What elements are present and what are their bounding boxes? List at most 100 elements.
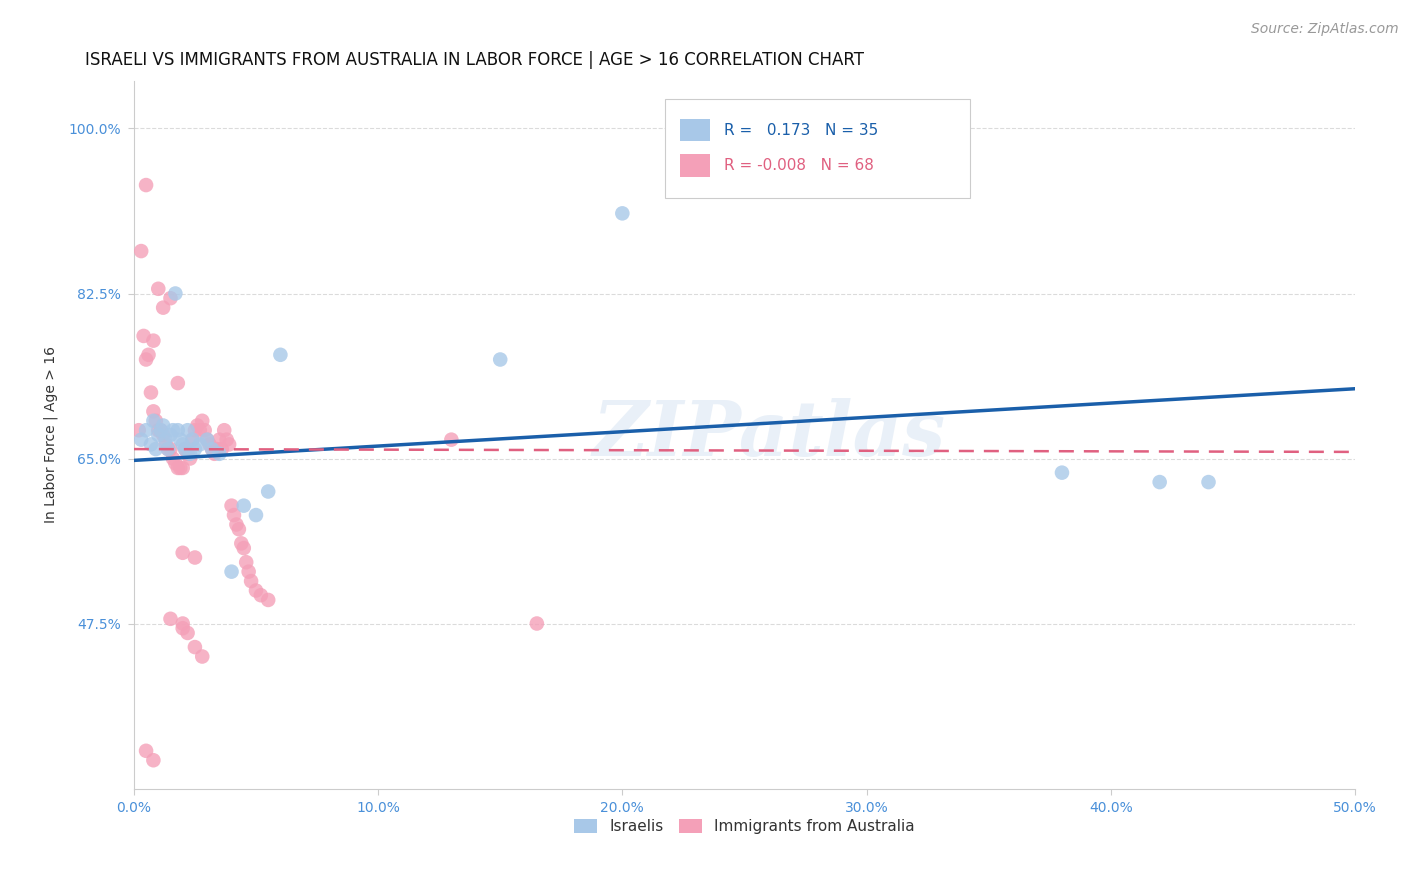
Point [208, 447, 231, 461]
Point [231, 536, 253, 550]
Point [159, 428, 181, 442]
Text: R = -0.008   N = 68: R = -0.008 N = 68 [724, 158, 873, 173]
Point [128, 423, 150, 437]
Point [176, 626, 198, 640]
Point [176, 423, 198, 437]
Point [135, 423, 157, 437]
FancyBboxPatch shape [679, 154, 710, 177]
Point [208, 433, 231, 447]
Point [129, 244, 152, 258]
Point [174, 442, 197, 456]
Point [155, 437, 177, 451]
Point [157, 442, 180, 456]
Point [221, 499, 243, 513]
Point [166, 423, 188, 437]
Point [194, 423, 217, 437]
Point [172, 546, 194, 560]
Point [225, 517, 247, 532]
Point [152, 428, 174, 442]
Point [232, 499, 254, 513]
Point [172, 461, 194, 475]
Point [169, 433, 191, 447]
Point [174, 442, 197, 456]
Point [186, 418, 208, 433]
Point [184, 442, 207, 456]
Point [269, 348, 291, 362]
Point [145, 414, 167, 428]
Point [149, 423, 172, 437]
Point [201, 442, 224, 456]
Point [240, 574, 263, 588]
Point [195, 433, 218, 447]
Point [184, 423, 207, 437]
Point [222, 508, 245, 522]
Point [159, 442, 181, 456]
Point [162, 423, 184, 437]
Point [212, 423, 235, 437]
Point [1198, 475, 1220, 489]
Point [1149, 475, 1171, 489]
Point [172, 616, 194, 631]
Point [1050, 466, 1073, 480]
Point [148, 423, 170, 437]
Point [257, 484, 280, 499]
Point [149, 423, 172, 437]
Point [179, 447, 201, 461]
Point [152, 418, 174, 433]
FancyBboxPatch shape [679, 119, 710, 142]
Point [132, 329, 155, 343]
Point [191, 649, 214, 664]
Point [142, 404, 165, 418]
Text: Source: ZipAtlas.com: Source: ZipAtlas.com [1251, 22, 1399, 37]
Point [201, 442, 224, 456]
Point [135, 352, 157, 367]
Text: ISRAELI VS IMMIGRANTS FROM AUSTRALIA IN LABOR FORCE | AGE > 16 CORRELATION CHART: ISRAELI VS IMMIGRANTS FROM AUSTRALIA IN … [84, 51, 865, 69]
Point [526, 616, 548, 631]
Point [148, 282, 170, 296]
Text: ZIPatlas: ZIPatlas [592, 398, 945, 472]
Y-axis label: In Labor Force | Age > 16: In Labor Force | Age > 16 [44, 346, 58, 524]
Text: R =   0.173   N = 35: R = 0.173 N = 35 [724, 122, 877, 137]
Legend: Israelis, Immigrants from Australia: Israelis, Immigrants from Australia [574, 819, 915, 834]
Point [129, 433, 152, 447]
Point [169, 461, 191, 475]
Point [142, 414, 165, 428]
Point [250, 588, 273, 602]
Point [172, 621, 194, 635]
Point [184, 550, 207, 565]
Point [179, 451, 201, 466]
Point [235, 555, 257, 569]
Point [211, 442, 233, 456]
Point [204, 447, 226, 461]
Point [166, 461, 188, 475]
Point [232, 541, 254, 555]
Point [155, 433, 177, 447]
Point [159, 291, 181, 305]
Point [440, 433, 463, 447]
Point [221, 565, 243, 579]
Point [184, 640, 207, 654]
Point [218, 437, 240, 451]
Point [188, 423, 211, 437]
Point [172, 437, 194, 451]
Point [238, 565, 260, 579]
Point [142, 753, 165, 767]
Point [191, 414, 214, 428]
Point [166, 376, 188, 390]
Point [159, 612, 181, 626]
Point [152, 301, 174, 315]
Point [176, 447, 198, 461]
Point [257, 593, 280, 607]
Point [138, 348, 160, 362]
FancyBboxPatch shape [665, 99, 970, 198]
Point [135, 744, 157, 758]
Point [215, 433, 238, 447]
Point [245, 583, 267, 598]
Point [195, 433, 218, 447]
Point [142, 334, 165, 348]
Point [205, 442, 228, 456]
Point [489, 352, 512, 367]
Point [181, 433, 204, 447]
Point [188, 437, 211, 451]
Point [245, 508, 267, 522]
